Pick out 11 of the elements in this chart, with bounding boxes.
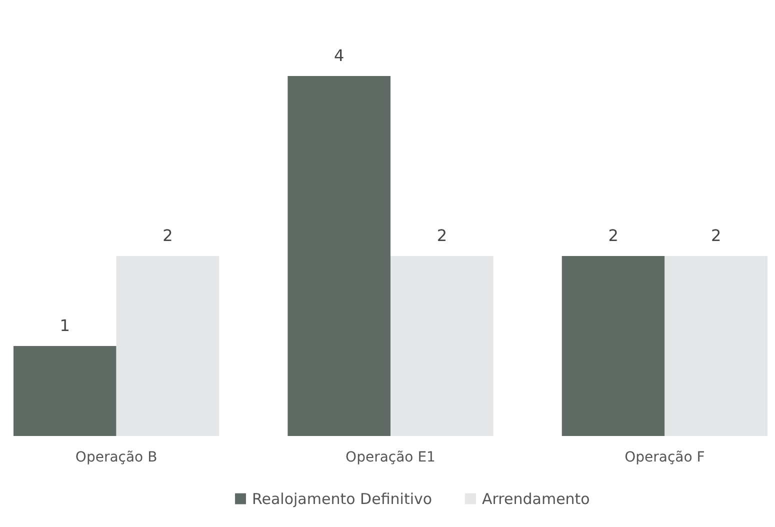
data-label: 2 xyxy=(162,226,173,245)
legend-label: Realojamento Definitivo xyxy=(252,490,432,508)
data-label: 4 xyxy=(334,46,344,65)
data-label: 2 xyxy=(711,226,722,245)
x-tick-label: Operação F xyxy=(624,450,705,466)
x-tick-label: Operação B xyxy=(75,450,158,466)
x-tick-label: Operação E1 xyxy=(346,450,436,466)
legend-label: Arrendamento xyxy=(482,490,590,508)
data-label: 1 xyxy=(60,316,70,335)
data-label: 2 xyxy=(608,226,618,245)
data-label: 2 xyxy=(436,226,448,245)
